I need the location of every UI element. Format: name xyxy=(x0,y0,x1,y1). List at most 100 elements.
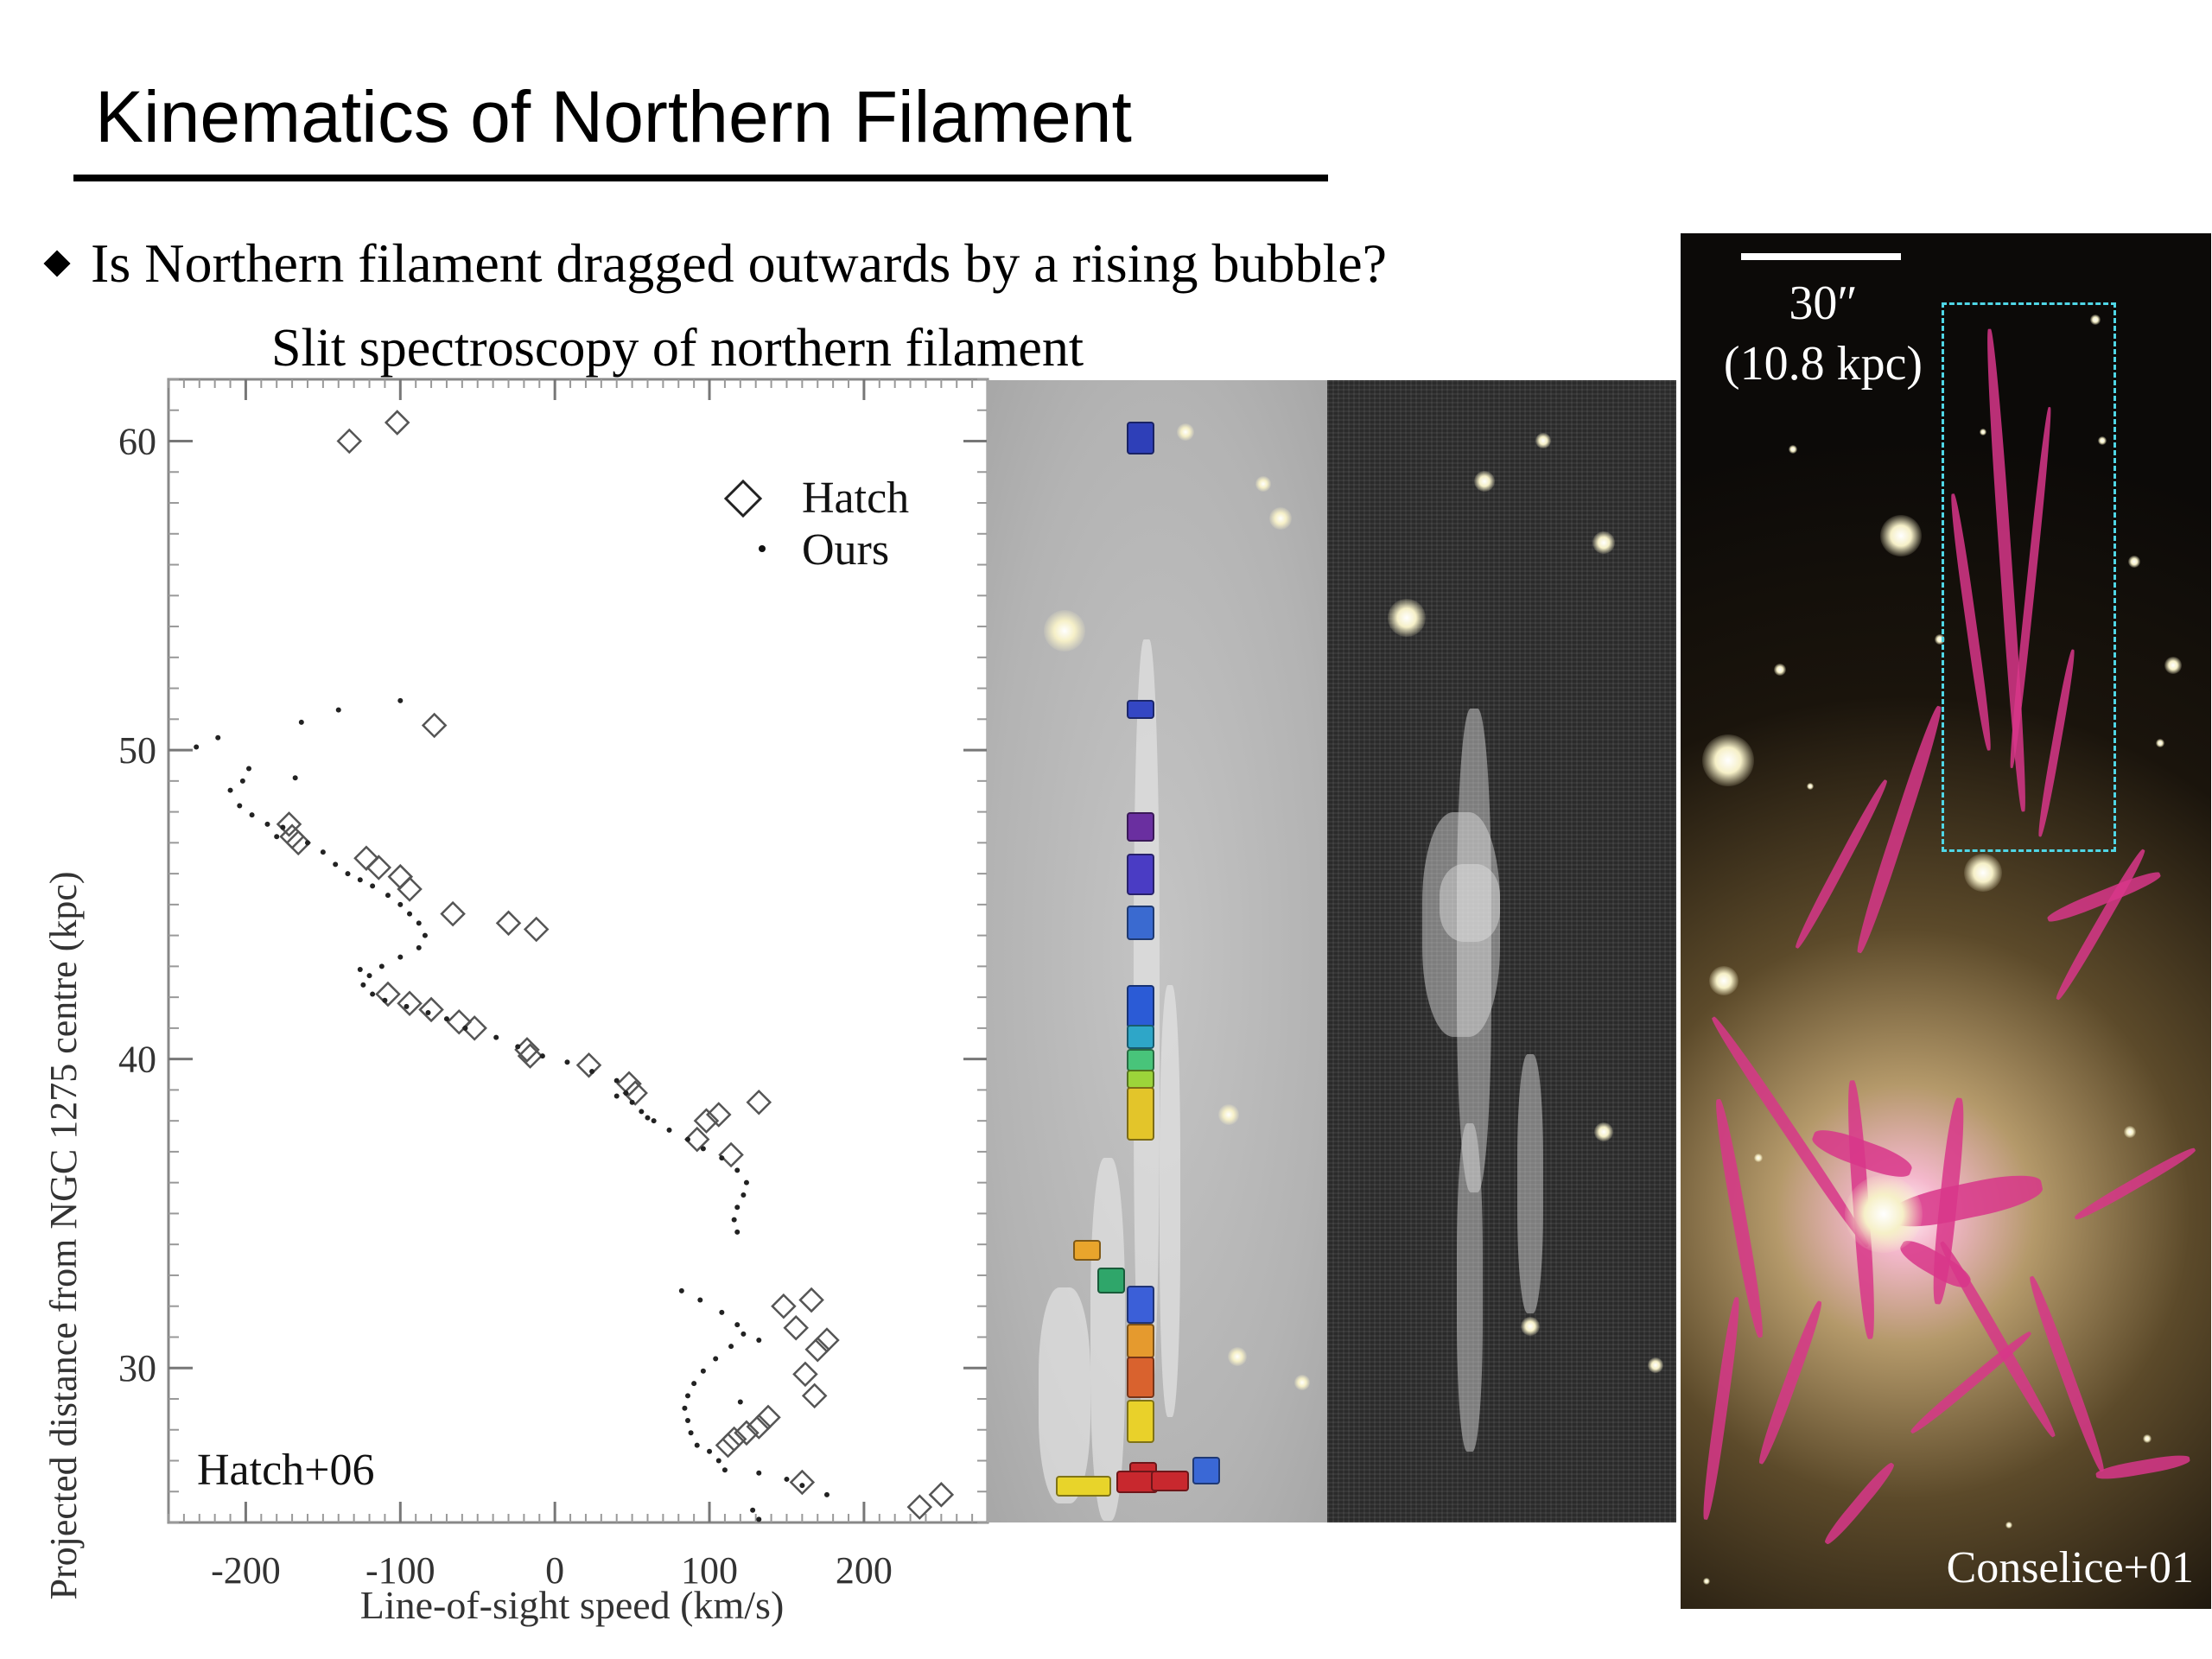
star-blob xyxy=(1521,1317,1540,1336)
hatch-data-point xyxy=(801,1382,828,1409)
ours-data-point xyxy=(737,1399,743,1405)
legend-label-hatch: Hatch xyxy=(802,474,909,523)
ours-data-point xyxy=(370,991,376,997)
x-axis-label: Line-of-sight speed (km/s) xyxy=(360,1583,785,1627)
ours-data-point xyxy=(194,744,200,750)
ours-data-point xyxy=(715,1458,721,1464)
ours-data-point xyxy=(280,824,286,830)
ours-data-point xyxy=(385,893,391,899)
filament-streak xyxy=(1517,1054,1543,1313)
hatch-data-point xyxy=(523,916,550,943)
ours-data-point xyxy=(515,1044,521,1050)
legend-label-ours: Ours xyxy=(802,525,889,575)
star-blob xyxy=(2005,1522,2012,1529)
ours-data-point xyxy=(425,1010,431,1016)
ours-data-point xyxy=(335,707,341,713)
slide-title: Kinematics of Northern Filament xyxy=(95,76,1132,157)
ours-data-point xyxy=(707,1448,713,1454)
star-blob xyxy=(2164,657,2182,674)
hatch-data-point xyxy=(353,845,379,871)
ours-data-point xyxy=(719,1309,725,1315)
h-alpha-filament xyxy=(2052,847,2149,1002)
h-alpha-filament xyxy=(2094,1452,2191,1483)
y-tick-label: 50 xyxy=(118,729,156,772)
ours-data-point xyxy=(741,1331,747,1337)
legend-marker-hatch xyxy=(723,479,763,518)
ours-data-point xyxy=(741,1192,747,1198)
ours-data-point xyxy=(366,973,372,979)
hatch-data-point xyxy=(365,855,392,880)
ours-data-point xyxy=(360,982,366,988)
hatch-data-point xyxy=(798,1287,824,1313)
hatch-data-point xyxy=(446,1008,473,1035)
filament-streak xyxy=(1440,864,1500,942)
hatch-data-point xyxy=(276,811,302,837)
hatch-data-point xyxy=(771,1293,797,1319)
ours-data-point xyxy=(721,1467,728,1473)
y-tick-label: 30 xyxy=(118,1347,156,1389)
ours-data-point xyxy=(215,734,221,741)
x-tick-label: 0 xyxy=(545,1549,564,1592)
ours-data-point xyxy=(589,1068,595,1074)
star-blob xyxy=(1845,1175,1923,1253)
ours-data-point xyxy=(684,1393,690,1399)
ours-data-point xyxy=(728,1344,734,1350)
star-blob xyxy=(1218,1104,1239,1125)
scale-label-kpc: (10.8 kpc) xyxy=(1723,337,1923,391)
ours-data-point xyxy=(700,1368,706,1374)
star-blob xyxy=(2128,556,2140,568)
ours-data-point xyxy=(462,1025,468,1031)
hatch-data-point xyxy=(461,1015,487,1041)
ours-data-point xyxy=(684,1418,690,1424)
slit-position-marker xyxy=(1127,812,1154,842)
star-blob xyxy=(1709,966,1738,995)
chart-annotation: Hatch+06 xyxy=(197,1446,375,1495)
hatch-data-point xyxy=(683,1126,710,1153)
hatch-data-point xyxy=(336,428,363,454)
ours-data-point xyxy=(370,883,376,889)
hatch-data-point xyxy=(495,910,522,937)
ours-data-point xyxy=(750,1507,756,1513)
ours-data-point xyxy=(629,1099,635,1105)
y-tick-label: 60 xyxy=(118,421,156,463)
ours-data-point xyxy=(613,1093,620,1099)
slit-position-marker xyxy=(1073,1240,1101,1261)
scale-bar xyxy=(1741,253,1901,260)
ours-data-point xyxy=(422,932,428,938)
ours-data-point xyxy=(397,901,404,907)
filament-streak xyxy=(1160,985,1180,1417)
ours-data-point xyxy=(397,954,404,960)
star-blob xyxy=(1177,423,1194,441)
ours-data-point xyxy=(378,963,385,969)
ours-data-point xyxy=(493,1034,499,1040)
star-blob xyxy=(1474,471,1495,492)
hatch-data-point xyxy=(616,1071,642,1097)
ours-data-point xyxy=(357,877,363,883)
northern-filament-region-box xyxy=(1942,302,2116,852)
ours-data-point xyxy=(333,861,339,868)
h-alpha-filament xyxy=(1792,778,1891,950)
slit-position-marker xyxy=(1056,1476,1111,1497)
hatch-data-point xyxy=(440,900,466,927)
y-axis-label: Projected distance from NGC 1275 centre … xyxy=(42,871,85,1599)
ours-data-point xyxy=(613,1077,620,1084)
ours-data-point xyxy=(691,1381,697,1387)
h-alpha-filament xyxy=(1821,1459,1897,1548)
ours-data-point xyxy=(697,1297,703,1303)
hatch-data-point xyxy=(792,1361,818,1388)
hatch-data-point xyxy=(397,990,423,1017)
slit-spectrum-panel-grey xyxy=(1327,380,1676,1522)
hatch-data-point xyxy=(746,1414,772,1440)
ours-data-point xyxy=(688,1430,694,1436)
ours-data-point xyxy=(320,849,326,855)
star-blob xyxy=(1535,433,1551,448)
slit-position-marker xyxy=(1127,1400,1154,1443)
hatch-data-point xyxy=(715,1432,741,1459)
h-alpha-filament xyxy=(1711,1097,1768,1339)
hatch-data-point xyxy=(575,1052,602,1078)
ours-data-point xyxy=(719,1155,725,1161)
slit-position-marker xyxy=(1127,1357,1154,1398)
h-alpha-filament xyxy=(1755,1299,1826,1466)
star-blob xyxy=(1964,854,2002,892)
ours-data-point xyxy=(734,1322,741,1328)
